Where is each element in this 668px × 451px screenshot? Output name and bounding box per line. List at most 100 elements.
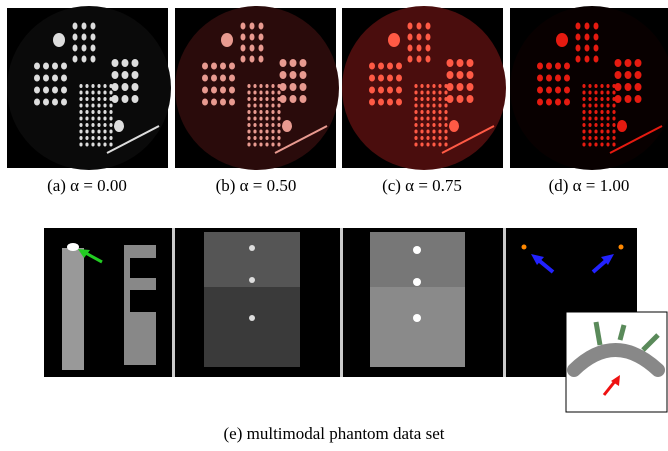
marker (61, 99, 67, 106)
marker (414, 123, 417, 127)
marker (97, 117, 100, 121)
marker (271, 84, 274, 88)
marker (253, 97, 256, 101)
marker (91, 130, 94, 134)
marker (537, 75, 543, 82)
marker (594, 97, 597, 101)
spot (413, 314, 421, 322)
marker (457, 83, 464, 91)
blob (67, 243, 79, 251)
marker (615, 83, 622, 91)
marker (588, 97, 591, 101)
marker (259, 130, 262, 134)
marker (109, 123, 112, 127)
marker (457, 59, 464, 67)
panel-image (342, 6, 506, 170)
marker (457, 71, 464, 79)
marker (444, 84, 447, 88)
phantom-disk (175, 6, 339, 170)
marker (444, 123, 447, 127)
marker (537, 99, 543, 106)
marker (408, 23, 413, 30)
phantom-disk (7, 6, 171, 170)
marker (202, 75, 208, 82)
marker (73, 45, 78, 52)
marker (253, 136, 256, 140)
marker (271, 117, 274, 121)
marker (426, 117, 429, 121)
marker (582, 117, 585, 121)
marker (612, 97, 615, 101)
marker (594, 104, 597, 108)
marker (582, 110, 585, 114)
marker (259, 34, 264, 41)
marker (369, 75, 375, 82)
marker (594, 123, 597, 127)
marker (564, 99, 570, 106)
marker (369, 99, 375, 106)
marker (615, 59, 622, 67)
marker (247, 117, 250, 121)
marker (438, 91, 441, 95)
marker (606, 117, 609, 121)
marker (265, 143, 268, 147)
marker (564, 75, 570, 82)
marker (220, 63, 226, 70)
marker (282, 120, 292, 132)
marker (617, 120, 627, 132)
marker (588, 130, 591, 134)
marker (79, 104, 82, 108)
marker (612, 130, 615, 134)
marker (426, 97, 429, 101)
marker (420, 84, 423, 88)
marker (387, 75, 393, 82)
marker (103, 136, 106, 140)
marker (211, 63, 217, 70)
marker (585, 56, 590, 63)
spot (619, 245, 624, 250)
marker (61, 87, 67, 94)
marker (259, 84, 262, 88)
marker (414, 84, 417, 88)
marker (426, 136, 429, 140)
marker (576, 23, 581, 30)
marker (600, 91, 603, 95)
marker (109, 136, 112, 140)
marker (396, 63, 402, 70)
marker (420, 117, 423, 121)
marker (588, 104, 591, 108)
marker (247, 97, 250, 101)
marker (91, 143, 94, 147)
marker (259, 23, 264, 30)
marker (467, 71, 474, 79)
marker (438, 130, 441, 134)
marker (546, 99, 552, 106)
marker (606, 143, 609, 147)
marker (79, 84, 82, 88)
marker (85, 104, 88, 108)
marker (103, 91, 106, 95)
marker (444, 91, 447, 95)
marker (594, 136, 597, 140)
marker (277, 97, 280, 101)
marker (271, 136, 274, 140)
marker (202, 63, 208, 70)
marker (426, 23, 431, 30)
marker (426, 56, 431, 63)
marker (585, 34, 590, 41)
marker (253, 130, 256, 134)
marker (122, 83, 129, 91)
phantom-disk (342, 6, 506, 170)
marker (396, 87, 402, 94)
marker (564, 63, 570, 70)
marker (241, 34, 246, 41)
marker (259, 136, 262, 140)
panel-image (7, 6, 171, 170)
marker (79, 97, 82, 101)
marker (91, 104, 94, 108)
marker (290, 59, 297, 67)
marker (277, 130, 280, 134)
marker (271, 123, 274, 127)
marker (132, 95, 139, 103)
marker (52, 99, 58, 106)
